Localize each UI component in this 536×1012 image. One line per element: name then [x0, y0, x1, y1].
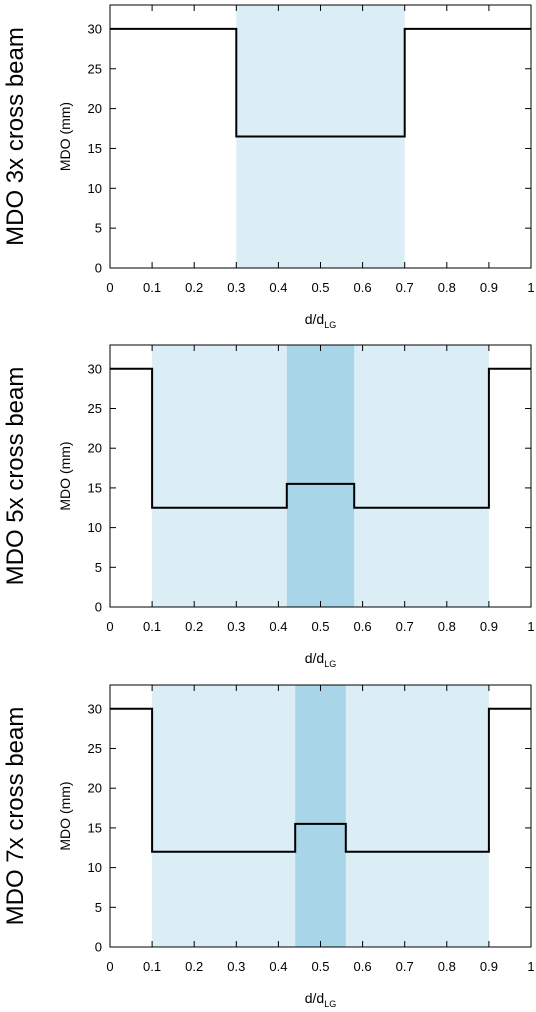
y-tick-label: 15 — [88, 820, 102, 835]
x-tick-label: 0.5 — [311, 619, 329, 634]
x-tick-label: 0.9 — [480, 280, 498, 295]
x-tick-label: 0.1 — [143, 619, 161, 634]
y-tick-label: 30 — [88, 701, 102, 716]
x-tick-label: 0.7 — [396, 959, 414, 974]
x-tick-label: 0.4 — [269, 280, 287, 295]
x-tick-label: 0.4 — [269, 619, 287, 634]
band-dark — [286, 345, 355, 607]
x-tick-label: 0.2 — [185, 959, 203, 974]
x-tick-label: 0.6 — [354, 619, 372, 634]
x-tick-label: 0 — [106, 959, 113, 974]
y-tick-label: 10 — [88, 181, 102, 196]
y-axis-label: MDO (mm) — [57, 102, 73, 171]
series-line — [110, 367, 531, 509]
x-tick-label: 0 — [106, 280, 113, 295]
y-tick-label: 20 — [88, 101, 102, 116]
x-tick-label: 0.6 — [354, 280, 372, 295]
x-tick-label: 0.3 — [227, 619, 245, 634]
x-axis-label-main: d/d — [305, 311, 324, 327]
x-axis-label-main: d/d — [305, 990, 324, 1006]
y-tick-label: 15 — [88, 480, 102, 495]
x-tick-label: 0.6 — [354, 959, 372, 974]
x-tick-label: 1 — [527, 280, 534, 295]
x-tick-label: 0.1 — [143, 280, 161, 295]
y-tick-label: 0 — [95, 600, 102, 615]
y-tick-label: 15 — [88, 141, 102, 156]
x-tick-label: 0.8 — [438, 619, 456, 634]
band-dark — [295, 685, 346, 947]
x-axis-label: d/dLG — [305, 650, 336, 669]
x-axis-label-sub: LG — [324, 659, 336, 669]
x-tick-label: 0.4 — [269, 959, 287, 974]
y-tick-label: 10 — [88, 860, 102, 875]
x-tick-label: 0.9 — [480, 959, 498, 974]
series-line — [110, 27, 531, 138]
y-tick-label: 5 — [95, 221, 102, 236]
y-tick-label: 20 — [88, 781, 102, 796]
x-tick-label: 0.7 — [396, 280, 414, 295]
x-tick-label: 0.8 — [438, 959, 456, 974]
x-tick-label: 0.1 — [143, 959, 161, 974]
row-label: MDO 3x cross beam — [2, 27, 29, 246]
x-tick-label: 0.5 — [311, 280, 329, 295]
chart-panel-1: 0 0.1 0.2 0.3 0.4 0.5 0.6 0.7 0.8 0.9 105101520253… — [2, 4, 535, 330]
x-tick-label: 1 — [527, 959, 534, 974]
y-tick-label: 25 — [88, 741, 102, 756]
x-tick-label: 0 — [106, 619, 113, 634]
x-tick-label: 0.9 — [480, 619, 498, 634]
y-tick-label: 20 — [88, 441, 102, 456]
x-tick-label: 0.2 — [185, 619, 203, 634]
y-tick-label: 5 — [95, 560, 102, 575]
y-tick-label: 5 — [95, 900, 102, 915]
x-axis-label: d/dLG — [305, 990, 336, 1009]
x-axis-label-sub: LG — [324, 320, 336, 330]
y-tick-label: 25 — [88, 61, 102, 76]
chart-panel-2: 0 0.1 0.2 0.3 0.4 0.5 0.6 0.7 0.8 0.9 105101520253… — [2, 344, 535, 669]
x-axis-label: d/dLG — [305, 311, 336, 330]
y-axis-label: MDO (mm) — [57, 441, 73, 510]
x-tick-label: 0.3 — [227, 959, 245, 974]
y-tick-label: 30 — [88, 361, 102, 376]
x-tick-label: 0.2 — [185, 280, 203, 295]
y-tick-label: 10 — [88, 520, 102, 535]
row-label: MDO 5x cross beam — [2, 367, 29, 586]
y-axis-label: MDO (mm) — [57, 781, 73, 850]
y-tick-label: 25 — [88, 401, 102, 416]
y-tick-label: 0 — [95, 261, 102, 276]
y-tick-label: 30 — [88, 21, 102, 36]
x-tick-label: 0.3 — [227, 280, 245, 295]
x-tick-label: 0.5 — [311, 959, 329, 974]
series-line — [110, 707, 531, 853]
x-axis-label-sub: LG — [324, 999, 336, 1009]
x-tick-label: 1 — [527, 619, 534, 634]
x-tick-label: 0.7 — [396, 619, 414, 634]
y-tick-label: 0 — [95, 940, 102, 955]
x-tick-label: 0.8 — [438, 280, 456, 295]
x-axis-label-main: d/d — [305, 650, 324, 666]
chart-panel-3: 0 0.1 0.2 0.3 0.4 0.5 0.6 0.7 0.8 0.9 105101520253… — [2, 684, 535, 1009]
row-label: MDO 7x cross beam — [2, 707, 29, 926]
